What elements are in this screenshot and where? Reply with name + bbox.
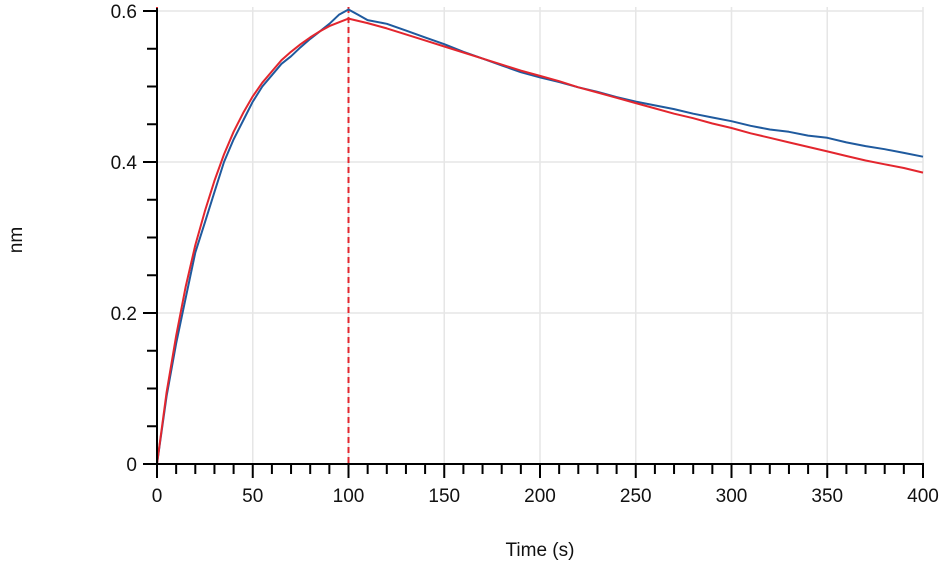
x-tick-label: 50 — [242, 486, 263, 507]
y-axis-title: nm — [6, 227, 27, 253]
x-tick-label: 100 — [333, 486, 365, 507]
y-tick-label: 0.2 — [111, 304, 137, 325]
fit-curve-line — [156, 17, 924, 465]
x-tick-label: 400 — [907, 486, 939, 507]
y-axis-ticks: 0 0.2 0.4 0.6 — [111, 2, 157, 476]
x-tick-label: 250 — [620, 486, 652, 507]
measured-data-line — [156, 8, 924, 465]
x-tick-label: 150 — [428, 486, 460, 507]
y-tick-label: 0.6 — [111, 2, 137, 23]
y-tick-label: 0 — [126, 455, 137, 476]
x-axis-title: Time (s) — [506, 540, 575, 561]
x-tick-label: 200 — [524, 486, 556, 507]
x-tick-label: 0 — [152, 486, 163, 507]
x-axis-ticks: 0 50 100 150 200 250 300 350 400 — [152, 464, 939, 507]
x-tick-label: 300 — [716, 486, 748, 507]
y-tick-label: 0.4 — [111, 153, 138, 174]
series-lines — [156, 8, 924, 465]
grid — [157, 7, 924, 464]
x-tick-label: 350 — [811, 486, 843, 507]
